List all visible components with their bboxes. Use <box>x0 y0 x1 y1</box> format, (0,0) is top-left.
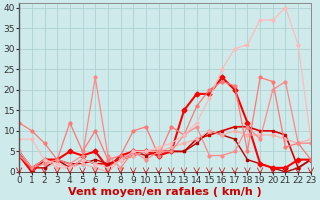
X-axis label: Vent moyen/en rafales ( km/h ): Vent moyen/en rafales ( km/h ) <box>68 187 262 197</box>
